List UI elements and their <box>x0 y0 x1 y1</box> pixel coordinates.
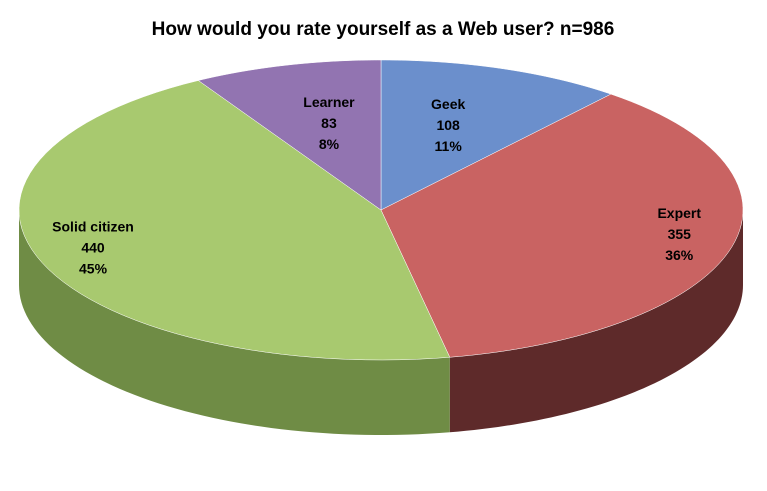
data-label: Geek <box>431 96 465 112</box>
data-label: 108 <box>436 117 460 133</box>
data-label: 440 <box>81 240 105 256</box>
data-label: 11% <box>435 138 463 154</box>
data-label: Expert <box>657 205 701 221</box>
slice <box>380 93 744 358</box>
slice-side <box>449 210 743 433</box>
chart-title: How would you rate yourself as a Web use… <box>152 19 615 40</box>
data-label: 355 <box>668 226 692 242</box>
data-label: 36% <box>665 247 694 263</box>
data-label: 83 <box>321 115 337 131</box>
data-label: 8% <box>319 136 340 152</box>
data-label: Solid citizen <box>52 219 134 235</box>
slice <box>197 59 382 211</box>
data-label: Learner <box>303 94 355 110</box>
slice <box>380 59 612 211</box>
slice <box>18 80 451 361</box>
data-label: 45% <box>79 261 108 277</box>
slice-side <box>19 210 450 435</box>
